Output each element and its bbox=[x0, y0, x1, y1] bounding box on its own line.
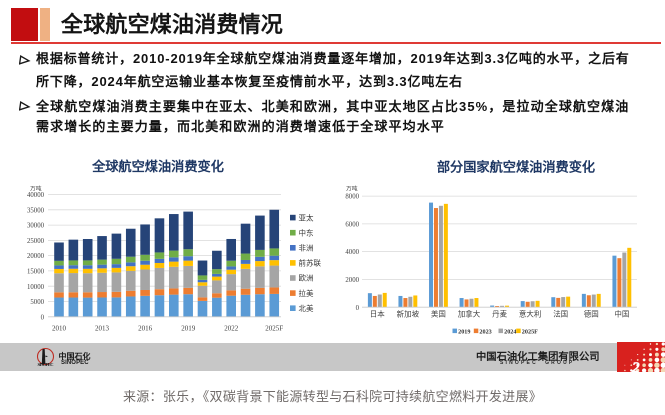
svg-text:2019: 2019 bbox=[458, 328, 470, 335]
svg-text:15000: 15000 bbox=[27, 269, 45, 276]
svg-text:2024: 2024 bbox=[504, 328, 516, 335]
svg-text:美国: 美国 bbox=[431, 309, 446, 319]
svg-text:2: 2 bbox=[632, 360, 640, 372]
svg-text:中国: 中国 bbox=[614, 309, 629, 319]
svg-text:欧洲: 欧洲 bbox=[299, 273, 314, 283]
svg-text:2019: 2019 bbox=[181, 324, 196, 332]
svg-text:4000: 4000 bbox=[345, 249, 359, 256]
svg-text:拉美: 拉美 bbox=[299, 288, 314, 298]
svg-text:万吨: 万吨 bbox=[346, 185, 358, 193]
svg-text:北美: 北美 bbox=[299, 303, 314, 313]
svg-text:8000: 8000 bbox=[345, 194, 359, 201]
svg-text:0: 0 bbox=[356, 305, 360, 312]
svg-text:SINOPEC: SINOPEC bbox=[38, 362, 54, 367]
svg-text:2025F: 2025F bbox=[265, 324, 283, 332]
svg-text:丹麦: 丹麦 bbox=[492, 309, 507, 319]
svg-text:加拿大: 加拿大 bbox=[458, 309, 481, 319]
svg-text:非洲: 非洲 bbox=[299, 243, 314, 253]
svg-text:5000: 5000 bbox=[30, 299, 44, 306]
svg-text:25000: 25000 bbox=[27, 238, 45, 245]
svg-text:40000: 40000 bbox=[27, 192, 45, 199]
svg-text:35000: 35000 bbox=[27, 207, 45, 214]
svg-text:6000: 6000 bbox=[345, 222, 359, 229]
svg-text:前苏联: 前苏联 bbox=[299, 258, 322, 268]
svg-text:万吨: 万吨 bbox=[30, 185, 42, 193]
svg-text:亚太: 亚太 bbox=[299, 212, 314, 222]
svg-text:30000: 30000 bbox=[27, 223, 45, 230]
svg-text:日本: 日本 bbox=[370, 309, 385, 319]
svg-text:20000: 20000 bbox=[27, 253, 45, 260]
svg-text:2025F: 2025F bbox=[522, 328, 538, 335]
svg-text:10000: 10000 bbox=[27, 284, 45, 291]
svg-text:2023: 2023 bbox=[479, 328, 491, 335]
svg-text:新加坡: 新加坡 bbox=[397, 309, 420, 319]
svg-text:意大利: 意大利 bbox=[519, 309, 542, 319]
svg-text:法国: 法国 bbox=[553, 309, 568, 319]
svg-text:全球航空煤油消费变化: 全球航空煤油消费变化 bbox=[91, 158, 224, 174]
svg-text:2022: 2022 bbox=[224, 324, 239, 332]
svg-text:2016: 2016 bbox=[138, 324, 153, 332]
svg-text:0: 0 bbox=[41, 314, 45, 321]
svg-text:部分国家航空煤油消费变化: 部分国家航空煤油消费变化 bbox=[437, 159, 595, 175]
svg-text:2000: 2000 bbox=[345, 277, 359, 284]
svg-text:2010: 2010 bbox=[52, 324, 67, 332]
svg-text:德国: 德国 bbox=[584, 309, 599, 319]
svg-text:中东: 中东 bbox=[299, 227, 314, 237]
svg-text:2013: 2013 bbox=[95, 324, 110, 332]
